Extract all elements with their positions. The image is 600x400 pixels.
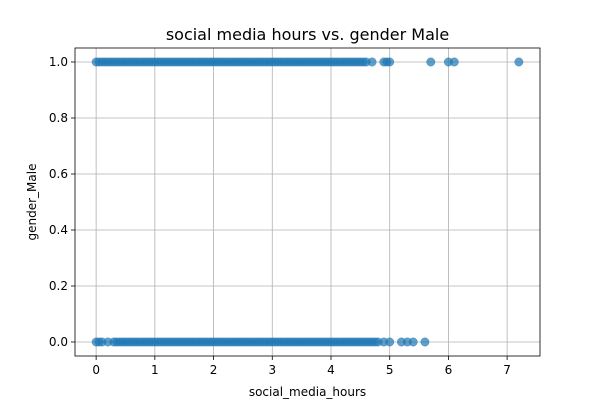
x-tick-label: 5 (386, 363, 394, 377)
x-tick-label: 1 (151, 363, 159, 377)
chart-title: social media hours vs. gender Male (166, 25, 449, 44)
grid-layer (75, 48, 540, 356)
x-axis-label: social_media_hours (249, 385, 366, 399)
y-tick-label: 0.8 (49, 111, 68, 125)
scatter-point (449, 57, 459, 67)
scatter-point (408, 337, 418, 347)
x-tick-label: 4 (327, 363, 335, 377)
points-layer (91, 57, 524, 347)
plot-frame (74, 47, 541, 357)
y-tick-label: 1.0 (49, 55, 68, 69)
x-tick-label: 6 (445, 363, 453, 377)
scatter-point (420, 337, 430, 347)
scatter-point (385, 337, 395, 347)
x-tick-label: 7 (503, 363, 511, 377)
scatter-point (514, 57, 524, 67)
y-tick-label: 0.0 (49, 335, 68, 349)
x-tick-label: 0 (92, 363, 100, 377)
y-tick-label: 0.6 (49, 167, 68, 181)
scatter-point (426, 57, 436, 67)
y-tick-label: 0.4 (49, 223, 68, 237)
scatter-point (385, 57, 395, 67)
scatter-point (367, 57, 377, 67)
ticks-layer: 0 1 2 3 4 5 6 7 0.0 0.2 0.4 0.6 0.8 1.0 (49, 55, 511, 377)
x-tick-label: 3 (268, 363, 276, 377)
y-tick-label: 0.2 (49, 279, 68, 293)
y-axis-label: gender_Male (25, 164, 39, 241)
x-tick-label: 2 (210, 363, 218, 377)
